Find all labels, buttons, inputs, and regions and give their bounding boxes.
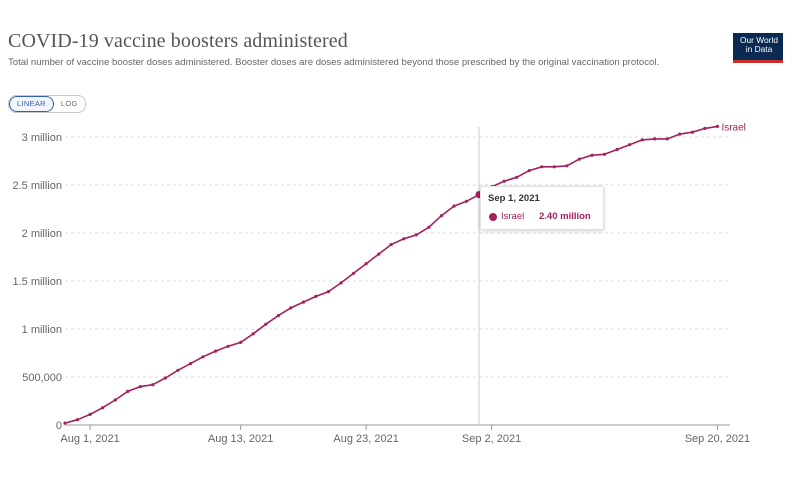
data-point (201, 355, 205, 359)
data-point (527, 169, 531, 173)
data-point (226, 344, 230, 348)
data-point (427, 225, 431, 229)
data-point (163, 376, 167, 380)
data-point (590, 153, 594, 157)
x-axis-tick-labels: Aug 1, 2021 Aug 13, 2021 Aug 23, 2021 Sep 2… (60, 433, 750, 445)
data-point (176, 368, 180, 372)
tooltip-date: Sep 1, 2021 (488, 193, 540, 204)
data-point (502, 179, 506, 183)
data-point (628, 143, 632, 147)
data-point (188, 362, 193, 366)
data-point (540, 165, 544, 169)
data-point (602, 152, 607, 156)
tooltip-series-dot (489, 213, 497, 221)
data-point (214, 349, 218, 353)
data-point (63, 421, 67, 425)
data-point (138, 385, 142, 389)
data-point (414, 233, 418, 237)
y-tick-label: 2.5 million (12, 180, 62, 192)
data-point (364, 262, 368, 266)
data-point (653, 137, 657, 141)
data-point (301, 300, 305, 304)
data-point (565, 164, 569, 168)
log-scale-button[interactable]: LOG (60, 99, 78, 108)
data-point (352, 271, 356, 275)
series-labels: Israel (721, 122, 745, 133)
data-point (439, 214, 443, 218)
data-point (113, 398, 117, 402)
scale-toggle: LINEAR LOG (8, 95, 86, 113)
data-point (690, 130, 695, 134)
data-point (264, 322, 268, 326)
tooltip-series-name: Israel (501, 211, 525, 222)
data-point (464, 199, 469, 203)
data-point (101, 406, 105, 410)
y-tick-label: 1 million (22, 324, 62, 336)
data-point (640, 138, 644, 142)
logo-text: Our World in Data (736, 36, 782, 54)
data-point (678, 132, 682, 136)
x-tick-label: Aug 23, 2021 (333, 433, 398, 445)
data-point (239, 340, 243, 344)
data-point (251, 332, 255, 336)
data-point (276, 314, 280, 318)
hover-tooltip: Sep 1, 2021 Israel 2.40 million (480, 186, 604, 230)
data-point (314, 294, 318, 298)
y-tick-label: 2 million (22, 228, 62, 240)
x-tick-label: Aug 1, 2021 (60, 433, 119, 445)
data-point (389, 242, 393, 247)
data-point (615, 147, 619, 152)
series-israel[interactable] (63, 124, 720, 425)
data-point (515, 175, 519, 179)
data-point (452, 204, 456, 208)
x-tick-label: Aug 13, 2021 (208, 433, 273, 445)
y-tick-label: 500,000 (22, 372, 62, 384)
data-point (326, 290, 331, 294)
data-point (75, 418, 80, 422)
owid-logo[interactable]: Our World in Data (733, 33, 783, 63)
data-point (715, 124, 720, 128)
data-point (377, 252, 381, 256)
data-point (402, 237, 406, 241)
series-line (64, 125, 718, 424)
logo-line-1: Our World (739, 35, 778, 45)
y-tick-label: 0 (56, 420, 62, 432)
series-end-label: Israel (721, 122, 745, 133)
data-point (88, 412, 92, 416)
x-tick-label: Sep 20, 2021 (685, 433, 750, 445)
x-axis (65, 424, 730, 430)
data-point (126, 389, 130, 393)
grid-lines (65, 136, 730, 378)
chart-title: COVID-19 vaccine boosters administered (8, 30, 348, 52)
data-point (339, 281, 343, 285)
y-tick-label: 3 million (22, 132, 62, 144)
chart-subtitle: Total number of vaccine booster doses ad… (8, 57, 660, 68)
data-point (703, 126, 707, 130)
tooltip-series-value: 2.40 million (539, 211, 591, 222)
data-point (552, 165, 556, 169)
data-point (151, 383, 155, 387)
data-point (289, 306, 293, 310)
y-tick-label: 1.5 million (12, 276, 62, 288)
logo-line-2: in Data (745, 44, 773, 54)
data-point (665, 137, 669, 141)
linear-scale-button[interactable]: LINEAR (9, 96, 54, 112)
x-tick-label: Sep 2, 2021 (462, 433, 521, 445)
data-point (577, 157, 582, 161)
y-axis-tick-labels: 0 500,000 1 million 1.5 million 2 million 2.5… (12, 132, 62, 432)
